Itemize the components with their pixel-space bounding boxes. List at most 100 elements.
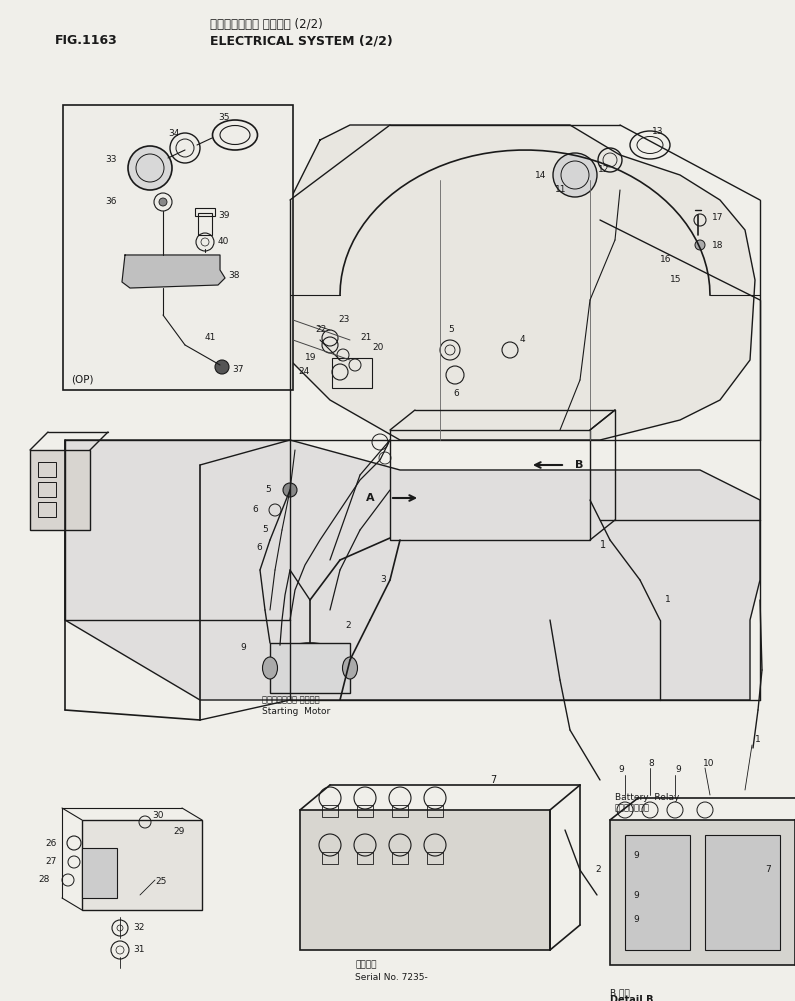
Bar	[427, 852, 443, 864]
Text: 13: 13	[652, 127, 664, 136]
Text: 40: 40	[218, 237, 230, 246]
Polygon shape	[65, 440, 760, 700]
Bar	[322, 852, 338, 864]
Text: 9: 9	[633, 891, 638, 900]
Polygon shape	[285, 125, 755, 440]
Text: 33: 33	[105, 155, 117, 164]
Text: 34: 34	[168, 128, 180, 137]
Text: 24: 24	[298, 367, 309, 376]
Text: Battery  Relay: Battery Relay	[615, 793, 680, 802]
Polygon shape	[122, 255, 225, 288]
Text: 28: 28	[39, 876, 50, 885]
Bar	[195, 208, 215, 216]
Text: エレクトリカル システム (2/2): エレクトリカル システム (2/2)	[210, 18, 323, 31]
Text: 5: 5	[262, 526, 268, 535]
Text: 35: 35	[218, 113, 230, 122]
Text: 1: 1	[600, 540, 606, 550]
Bar	[198, 213, 212, 235]
Bar	[332, 358, 372, 388]
Text: 9: 9	[633, 916, 638, 925]
Circle shape	[695, 240, 705, 250]
Text: 6: 6	[252, 506, 258, 515]
Text: 11: 11	[555, 185, 567, 194]
Text: 14: 14	[535, 170, 546, 179]
Bar	[30, 450, 90, 530]
Bar	[322, 805, 338, 817]
Text: 1: 1	[755, 736, 761, 745]
Circle shape	[553, 153, 597, 197]
Circle shape	[128, 146, 172, 190]
Ellipse shape	[343, 657, 358, 679]
Text: 29: 29	[173, 828, 184, 837]
Text: 36: 36	[105, 197, 117, 206]
Bar	[38, 482, 56, 497]
Text: 26: 26	[45, 839, 57, 848]
Text: 7: 7	[765, 866, 770, 875]
Text: 39: 39	[218, 210, 230, 219]
Text: 32: 32	[133, 924, 145, 933]
Bar	[357, 852, 373, 864]
Text: 4: 4	[520, 335, 525, 344]
Bar	[427, 805, 443, 817]
Circle shape	[159, 198, 167, 206]
Text: 37: 37	[232, 365, 243, 374]
Bar	[38, 462, 56, 477]
Bar	[625, 835, 690, 950]
Bar	[390, 430, 590, 540]
Text: 16: 16	[660, 255, 672, 264]
Circle shape	[215, 360, 229, 374]
Text: 3: 3	[380, 576, 386, 585]
Text: バッテリリレー: バッテリリレー	[615, 804, 650, 813]
Text: (OP): (OP)	[71, 375, 94, 385]
Text: 23: 23	[338, 315, 349, 324]
Text: ELECTRICAL SYSTEM (2/2): ELECTRICAL SYSTEM (2/2)	[210, 34, 393, 47]
Text: 15: 15	[670, 275, 681, 284]
Bar	[610, 820, 795, 965]
Text: 17: 17	[712, 213, 723, 222]
Bar	[300, 810, 550, 950]
Bar	[357, 805, 373, 817]
Text: 5: 5	[448, 325, 454, 334]
Text: 27: 27	[45, 858, 57, 867]
Text: 1: 1	[665, 596, 671, 605]
Text: 6: 6	[256, 544, 262, 553]
Text: 41: 41	[205, 333, 216, 342]
Ellipse shape	[270, 643, 350, 693]
Text: Starting  Motor: Starting Motor	[262, 708, 330, 717]
Text: 19: 19	[305, 353, 316, 362]
Text: 30: 30	[152, 811, 164, 820]
Text: FIG.1163: FIG.1163	[55, 34, 118, 47]
Text: 18: 18	[712, 240, 723, 249]
Text: 31: 31	[133, 946, 145, 955]
Text: 9: 9	[675, 766, 681, 775]
Bar	[63, 105, 293, 390]
Text: 9: 9	[633, 851, 638, 860]
Text: 9: 9	[240, 644, 246, 653]
Text: 適用番号: 適用番号	[355, 961, 377, 970]
Text: 12: 12	[598, 165, 610, 174]
Ellipse shape	[262, 657, 277, 679]
Text: 38: 38	[228, 270, 239, 279]
Bar	[270, 643, 350, 693]
Text: 21: 21	[360, 333, 371, 342]
Bar	[705, 835, 780, 950]
Circle shape	[283, 483, 297, 497]
Text: 10: 10	[703, 759, 715, 768]
Text: スターティング モーター: スターティング モーター	[262, 696, 320, 705]
Bar	[38, 502, 56, 517]
Text: 20: 20	[372, 343, 383, 352]
Text: A: A	[366, 493, 375, 503]
Text: Detail B: Detail B	[610, 995, 653, 1001]
Text: 8: 8	[648, 759, 653, 768]
Text: 22: 22	[315, 325, 326, 334]
Bar	[392, 805, 408, 817]
Text: B 詳細: B 詳細	[610, 989, 630, 998]
Text: B: B	[575, 460, 584, 470]
Text: 2: 2	[345, 621, 351, 630]
Text: Serial No. 7235-: Serial No. 7235-	[355, 974, 428, 983]
Bar	[392, 852, 408, 864]
Text: 25: 25	[155, 878, 166, 887]
Text: 2: 2	[595, 866, 601, 875]
Bar	[82, 820, 202, 910]
Bar	[82, 848, 117, 898]
